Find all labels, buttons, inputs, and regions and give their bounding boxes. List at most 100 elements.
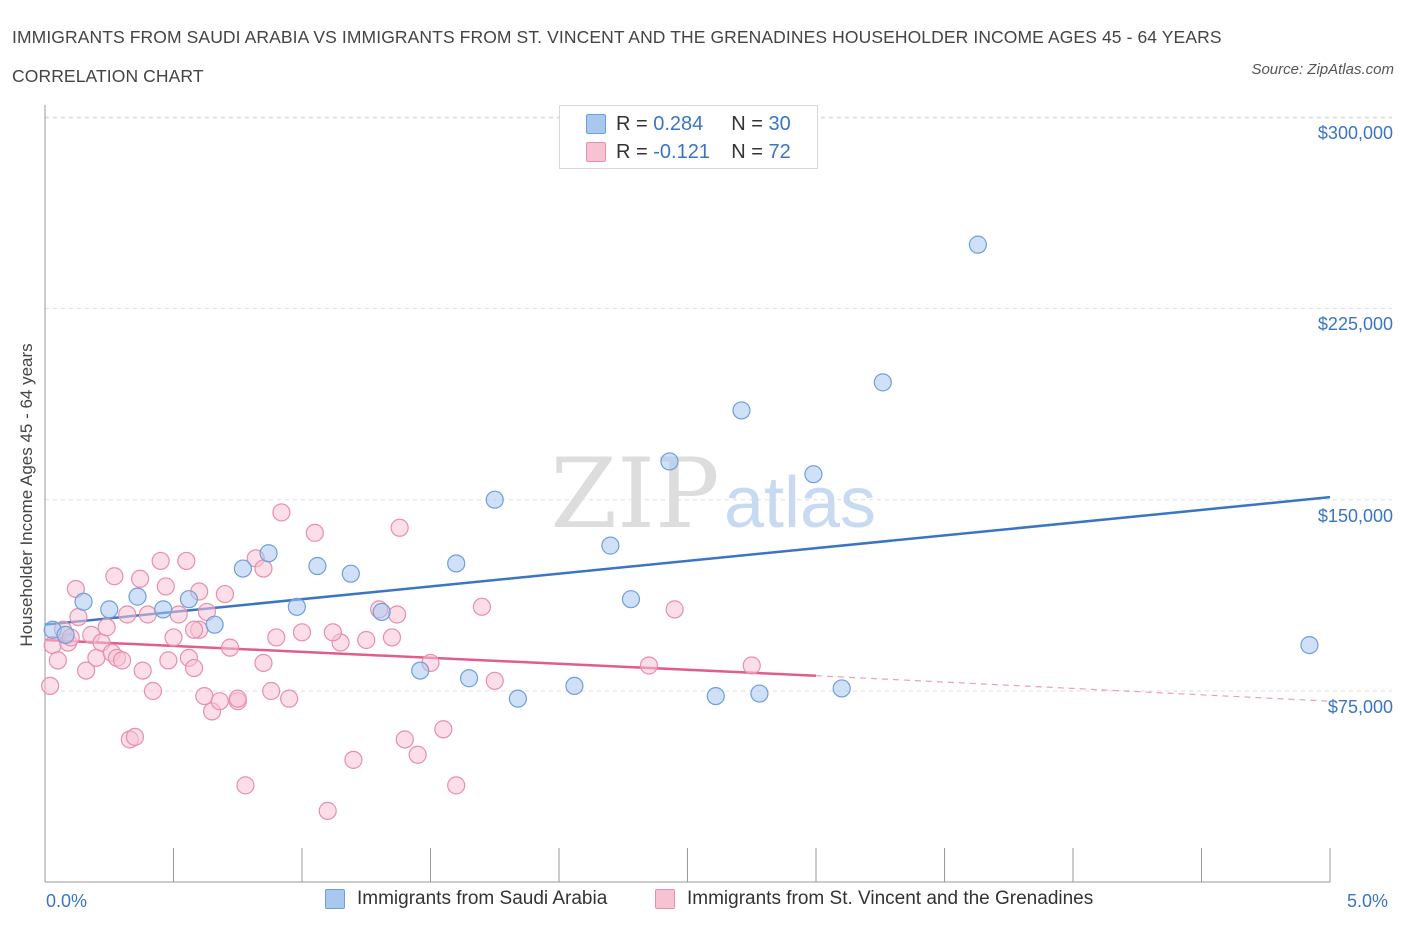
point-saudi: [447, 554, 466, 573]
point-stvincent: [97, 618, 116, 637]
point-stvincent: [41, 676, 60, 695]
point-saudi: [968, 235, 988, 254]
point-stvincent: [639, 656, 659, 675]
y-axis-title: Householder Income Ages 45 - 64 years: [17, 343, 36, 647]
point-saudi: [179, 590, 199, 609]
x-tick-label-left: 0.0%: [46, 891, 88, 911]
watermark-atlas: atlas: [724, 463, 876, 543]
legend-n-label: N =: [731, 112, 763, 135]
point-saudi: [732, 401, 751, 420]
point-stvincent: [280, 689, 299, 708]
point-saudi: [100, 600, 119, 619]
point-stvincent: [143, 681, 163, 701]
point-stvincent: [357, 630, 376, 650]
trend-line-stvincent-extension: [815, 675, 1331, 702]
bottom-legend: Immigrants from Saudi Arabia Immigrants …: [0, 888, 1406, 916]
point-saudi: [205, 615, 224, 634]
y-tick-label: $300,000: [1317, 123, 1393, 144]
point-stvincent: [344, 750, 363, 769]
point-stvincent: [292, 623, 312, 642]
point-stvincent: [390, 518, 409, 537]
point-stvincent: [118, 605, 137, 624]
point-saudi: [128, 587, 147, 606]
point-saudi: [411, 661, 430, 680]
y-tick-label: $150,000: [1317, 505, 1393, 526]
point-stvincent: [272, 503, 291, 522]
point-stvincent: [215, 584, 234, 604]
point-stvincent: [408, 745, 427, 764]
x-tick-label-right: 5.0%: [1347, 891, 1389, 911]
point-stvincent: [156, 577, 175, 596]
point-saudi: [372, 602, 391, 622]
point-saudi: [233, 559, 252, 578]
point-stvincent: [318, 801, 337, 820]
point-stvincent: [48, 651, 67, 670]
bottom-legend-saudi: Immigrants from Saudi Arabia: [325, 888, 607, 910]
legend-swatch: [325, 889, 345, 909]
trend-line-saudi: [44, 495, 1331, 626]
point-stvincent: [77, 661, 96, 680]
point-saudi: [287, 597, 306, 616]
y-tick-label: $225,000: [1317, 314, 1393, 335]
point-stvincent: [133, 661, 152, 680]
point-stvincent: [267, 628, 286, 647]
legend-n-value: 30: [768, 112, 791, 135]
point-saudi: [706, 687, 725, 706]
watermark: ZIP atlas: [550, 438, 876, 550]
point-saudi: [508, 689, 527, 708]
legend-swatch: [586, 142, 606, 162]
point-saudi: [459, 669, 479, 688]
point-stvincent: [254, 653, 273, 673]
legend-r-value: -0.121: [653, 140, 710, 163]
point-stvincent: [184, 658, 204, 678]
point-stvincent: [228, 689, 247, 708]
point-stvincent: [169, 605, 188, 624]
legend-row-stvincent: R = -0.121 N = 72: [586, 139, 791, 165]
data-points: [41, 235, 1319, 820]
legend-r-value: 0.284: [653, 112, 704, 135]
point-saudi: [750, 684, 769, 703]
point-saudi: [154, 600, 173, 619]
legend: R = 0.284 N = 30 R = -0.121 N = 72: [559, 105, 818, 169]
point-stvincent: [177, 551, 196, 571]
point-saudi: [1300, 635, 1319, 655]
point-stvincent: [112, 651, 132, 670]
point-saudi: [485, 490, 504, 509]
bottom-legend-label: Immigrants from St. Vincent and the Gren…: [687, 888, 1094, 909]
point-stvincent: [485, 671, 504, 690]
point-saudi: [565, 676, 584, 695]
point-stvincent: [254, 559, 273, 578]
point-stvincent: [138, 605, 157, 624]
point-stvincent: [130, 569, 150, 588]
bottom-legend-label: Immigrants from Saudi Arabia: [357, 888, 608, 909]
legend-n-value: 72: [768, 140, 791, 163]
point-stvincent: [159, 651, 178, 670]
point-stvincent: [125, 727, 145, 747]
point-stvincent: [69, 607, 88, 627]
point-stvincent: [210, 692, 229, 711]
point-stvincent: [323, 623, 342, 642]
point-stvincent: [195, 687, 214, 706]
point-stvincent: [105, 567, 124, 586]
point-saudi: [259, 544, 278, 563]
point-stvincent: [387, 605, 407, 624]
legend-r-label: R =: [616, 140, 648, 163]
point-stvincent: [382, 628, 402, 647]
point-saudi: [74, 592, 93, 611]
bottom-legend-stvincent: Immigrants from St. Vincent and the Gren…: [655, 888, 1093, 910]
point-stvincent: [434, 720, 453, 739]
legend-row-saudi: R = 0.284 N = 30: [586, 111, 791, 137]
point-stvincent: [472, 597, 491, 616]
chart-title: IMMIGRANTS FROM SAUDI ARABIA VS IMMIGRAN…: [12, 27, 1222, 86]
point-saudi: [601, 536, 620, 555]
point-saudi: [804, 465, 823, 484]
point-stvincent: [236, 776, 255, 795]
point-stvincent: [665, 600, 684, 619]
point-saudi: [308, 556, 327, 576]
legend-swatch: [655, 889, 675, 909]
point-saudi: [660, 452, 679, 471]
y-tick-label: $75,000: [1327, 697, 1393, 717]
point-stvincent: [395, 730, 414, 749]
point-saudi: [832, 679, 851, 698]
